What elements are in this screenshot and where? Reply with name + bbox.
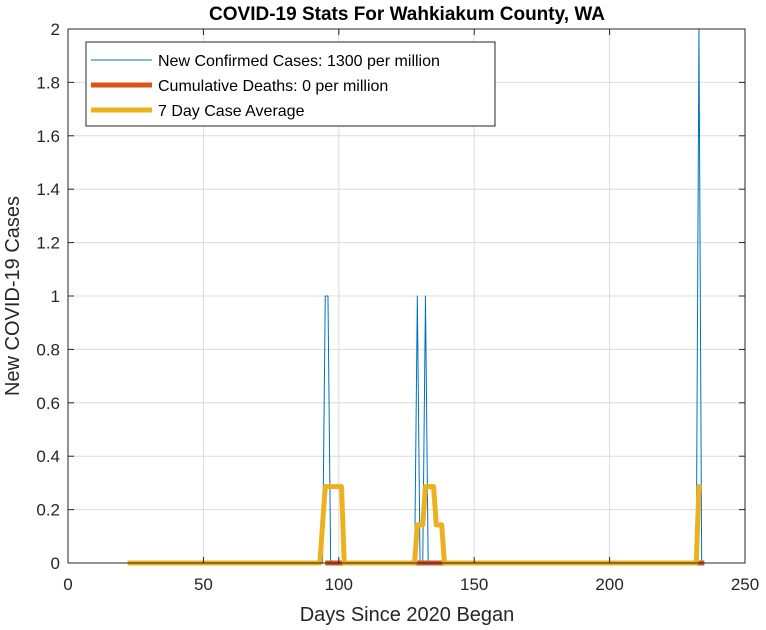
legend: New Confirmed Cases: 1300 per million Cum…: [85, 41, 496, 127]
legend-label-3: 7 Day Case Average: [158, 103, 305, 120]
y-axis-ticks: 0 0.2 0.4 0.6 0.8 1 1.2 1.4 1.6 1.8 2: [36, 20, 745, 573]
y-tick-label: 1.2: [36, 234, 60, 253]
x-axis-label: Days Since 2020 Began: [300, 604, 515, 626]
x-tick-label: 50: [194, 575, 213, 594]
chart-title: COVID-19 Stats For Wahkiakum County, WA: [209, 4, 605, 25]
y-tick-label: 2: [51, 20, 60, 39]
x-tick-label: 0: [63, 575, 72, 594]
y-tick-label: 0.8: [36, 340, 60, 359]
y-tick-label: 1.4: [36, 180, 60, 199]
y-tick-label: 1: [51, 287, 60, 306]
y-tick-label: 0: [51, 554, 60, 573]
y-tick-label: 1.8: [36, 73, 60, 92]
x-tick-label: 100: [325, 575, 353, 594]
y-tick-label: 0.2: [36, 501, 60, 520]
legend-label-2: Cumulative Deaths: 0 per million: [158, 78, 388, 95]
y-tick-label: 1.6: [36, 127, 60, 146]
y-tick-label: 0.6: [36, 394, 60, 413]
x-tick-label: 150: [460, 575, 488, 594]
legend-label-1: New Confirmed Cases: 1300 per million: [158, 53, 440, 70]
x-tick-label: 200: [595, 575, 623, 594]
x-tick-label: 250: [731, 575, 759, 594]
legend-box: [85, 41, 496, 127]
y-tick-label: 0.4: [36, 447, 60, 466]
x-axis-ticks: 0 50 100 150 200 250: [63, 29, 759, 594]
y-axis-label: New COVID-19 Cases: [2, 196, 24, 396]
